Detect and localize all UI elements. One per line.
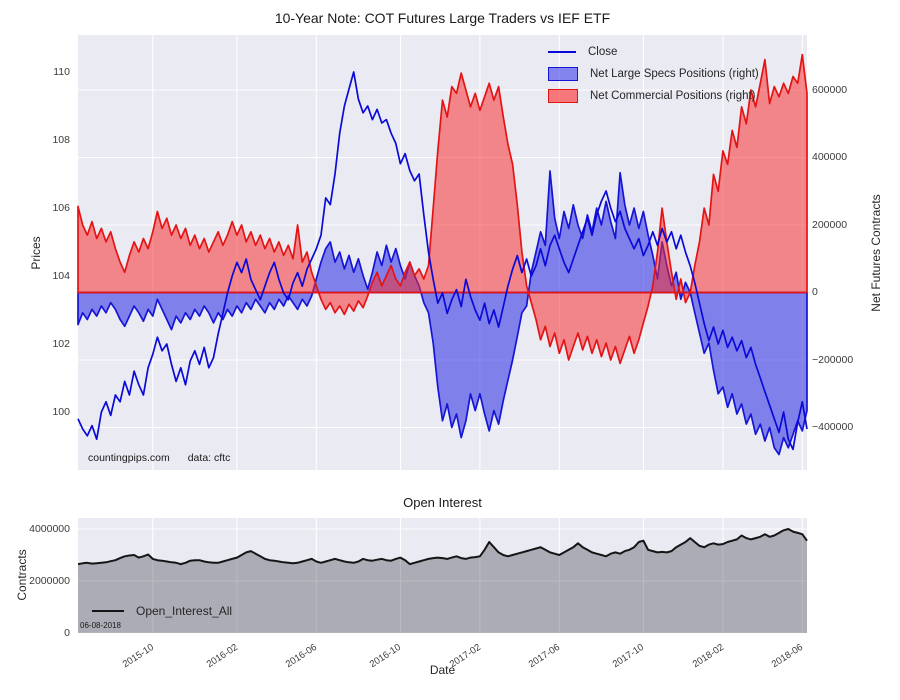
contracts-tick-label: 200000 [812,218,848,231]
open-interest-area [78,529,807,633]
net-specs-patch-icon [548,67,578,81]
price-tick-label: 110 [53,65,70,78]
price-tick-label: 102 [52,337,70,350]
x-axis-label-date: Date [429,663,456,677]
oi-chart-title: Open Interest [403,495,482,510]
net-commercial-patch-icon [548,89,578,103]
contracts-tick-label: 400000 [812,151,848,163]
open-interest-line-path [77,528,808,566]
close-line-path [77,71,808,451]
legend-item-close: Close [548,44,759,60]
oi-line-swatch-icon [92,610,124,612]
main-legend: Close Net Large Specs Positions (right) … [548,44,759,104]
legend-label-close: Close [588,46,618,58]
contracts-tick-label: −400000 [812,421,854,433]
oi-tick-label: 2000000 [29,574,70,587]
price-tick-label: 108 [52,133,70,146]
contracts-tick-label: 600000 [812,83,848,96]
price-tick-label: 100 [52,405,70,418]
contracts-tick-label: 0 [812,286,818,298]
net-commercial-area [77,53,808,365]
price-tick-label: 106 [52,201,70,214]
oi-plot-area [78,518,807,633]
data-source-text: data: cftc [187,452,231,464]
price-tick-label: 104 [52,269,70,282]
main-y-axis-label-right: Net Futures Contracts [869,194,883,312]
contracts-tick-label: −200000 [812,353,854,366]
watermark-annotation: countingpips.com data: cftc [88,452,248,464]
oi-tick-label: 0 [64,626,70,639]
legend-label-net-commercial: Net Commercial Positions (right) [590,90,756,102]
net-specs-area [77,170,808,456]
legend-item-net-commercial: Net Commercial Positions (right) [548,88,759,104]
last-date-annotation: 06-08-2018 [80,621,121,630]
legend-item-net-specs: Net Large Specs Positions (right) [548,66,759,82]
legend-label-net-specs: Net Large Specs Positions (right) [590,68,759,80]
legend-label-open-interest: Open_Interest_All [136,604,233,618]
main-chart-title: 10-Year Note: COT Futures Large Traders … [274,10,611,26]
oi-legend: Open_Interest_All [92,604,232,618]
main-y-axis-label-left: Prices [29,236,43,270]
watermark-text: countingpips.com [88,452,170,464]
oi-tick-label: 4000000 [29,522,70,535]
close-line-swatch-icon [548,51,576,53]
